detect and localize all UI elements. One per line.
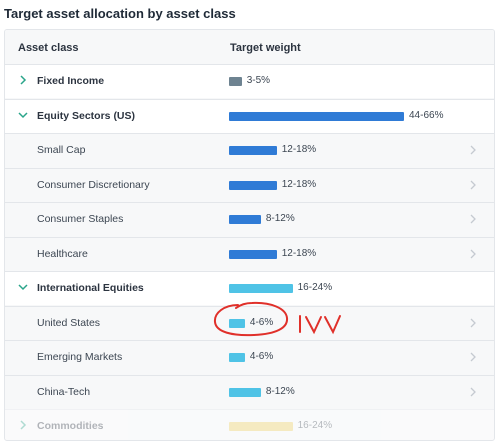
weight-bar xyxy=(229,353,245,362)
weight-bar xyxy=(229,387,261,397)
row-label: Commodities xyxy=(37,420,104,432)
weight-bar xyxy=(229,422,293,431)
chevron-right-icon[interactable] xyxy=(17,74,29,86)
row-label: Fixed Income xyxy=(37,75,105,87)
row-divider xyxy=(5,167,494,169)
weight-bar xyxy=(229,146,277,155)
group-row[interactable]: Fixed Income 3-5% xyxy=(5,64,494,98)
table-row[interactable]: Emerging Markets 4-6% xyxy=(5,340,494,374)
weight-range: 3-5% xyxy=(246,75,271,86)
chevron-right-icon[interactable] xyxy=(468,214,478,224)
table-row[interactable]: United States 4-6% xyxy=(5,305,494,340)
table-row[interactable]: Consumer Discretionary 12-18% xyxy=(5,167,494,202)
row-label: China-Tech xyxy=(37,385,91,398)
group-row[interactable]: Commodities 16-24% xyxy=(5,409,494,440)
row-divider xyxy=(5,133,494,134)
row-label: Emerging Markets xyxy=(37,351,123,363)
allocation-table: Asset class Target weight Fixed Income 3-… xyxy=(4,29,495,441)
table-row[interactable]: Healthcare 12-18% xyxy=(5,236,494,271)
chevron-right-icon[interactable] xyxy=(468,387,478,397)
group-row[interactable]: Equity Sectors (US) 44-66% xyxy=(5,98,494,133)
table-row[interactable]: Small Cap 12-18% xyxy=(5,133,494,167)
chevron-down-icon[interactable] xyxy=(17,109,29,121)
weight-bar xyxy=(229,180,277,190)
row-label: Equity Sectors (US) xyxy=(37,109,136,122)
row-divider xyxy=(5,64,494,65)
chevron-right-icon[interactable] xyxy=(17,419,29,431)
weight-range: 44-66% xyxy=(409,109,444,121)
chevron-right-icon[interactable] xyxy=(468,180,478,190)
chevron-right-icon[interactable] xyxy=(468,352,478,362)
chevron-right-icon[interactable] xyxy=(468,318,478,328)
row-label: International Equities xyxy=(37,282,144,294)
weight-range: 16-24% xyxy=(297,420,333,431)
table-row[interactable]: Consumer Staples 8-12% xyxy=(5,202,494,236)
weight-range: 8-12% xyxy=(265,213,295,224)
weight-bar xyxy=(229,77,242,86)
weight-range: 12-18% xyxy=(281,247,317,259)
row-divider xyxy=(5,340,494,341)
weight-bar xyxy=(229,215,261,224)
row-divider xyxy=(5,98,494,100)
page-title: Target asset allocation by asset class xyxy=(4,6,236,21)
weight-bar xyxy=(229,318,245,328)
weight-range: 16-24% xyxy=(297,282,333,293)
header-target-weight: Target weight xyxy=(230,42,301,54)
row-divider xyxy=(5,374,494,376)
row-divider xyxy=(5,271,494,272)
weight-range: 4-6% xyxy=(249,351,274,362)
row-divider xyxy=(5,236,494,238)
weight-bar xyxy=(229,249,277,259)
chevron-down-icon[interactable] xyxy=(17,281,29,293)
weight-bar xyxy=(229,111,404,121)
row-label: Small Cap xyxy=(37,144,86,156)
header-asset-class: Asset class xyxy=(18,42,79,54)
row-label: Consumer Discretionary xyxy=(37,178,150,191)
row-divider xyxy=(5,202,494,203)
row-divider xyxy=(5,305,494,307)
group-row[interactable]: International Equities 16-24% xyxy=(5,271,494,305)
weight-range: 8-12% xyxy=(265,385,295,397)
chevron-right-icon[interactable] xyxy=(468,145,478,155)
weight-bar xyxy=(229,284,293,293)
table-header: Asset class Target weight xyxy=(5,30,494,64)
row-divider xyxy=(5,409,494,410)
weight-range: 12-18% xyxy=(281,178,317,190)
row-label: United States xyxy=(37,316,101,329)
weight-range: 4-6% xyxy=(249,316,274,328)
row-label: Consumer Staples xyxy=(37,213,124,225)
weight-range: 12-18% xyxy=(281,144,317,155)
table-row[interactable]: China-Tech 8-12% xyxy=(5,374,494,409)
row-label: Healthcare xyxy=(37,247,88,260)
chevron-right-icon[interactable] xyxy=(468,249,478,259)
